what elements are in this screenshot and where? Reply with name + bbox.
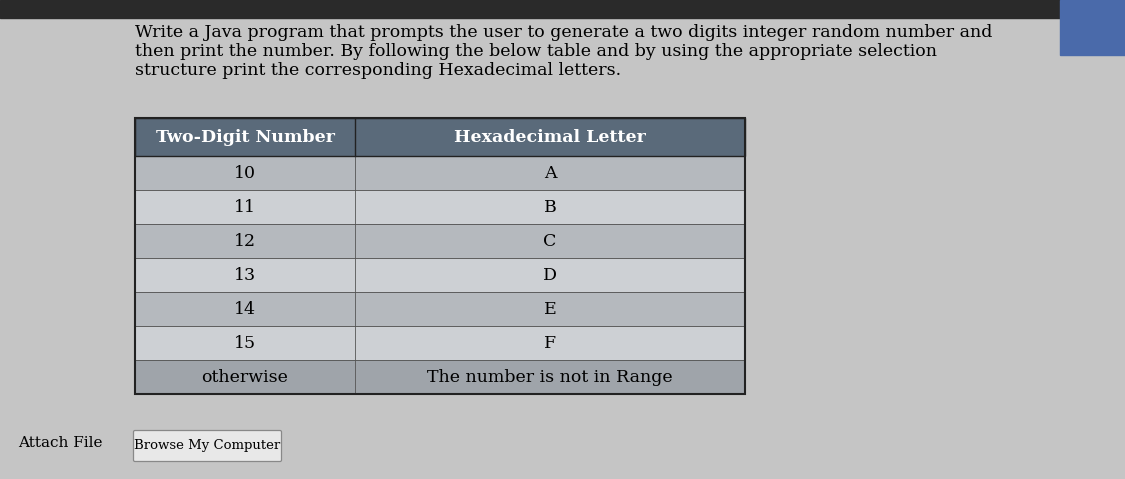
Text: Two-Digit Number: Two-Digit Number: [155, 128, 334, 146]
Bar: [135, 156, 745, 190]
Text: 15: 15: [234, 334, 256, 352]
Bar: [135, 190, 745, 224]
Text: E: E: [543, 300, 557, 318]
Text: otherwise: otherwise: [201, 368, 288, 386]
Text: 14: 14: [234, 300, 256, 318]
Text: 13: 13: [234, 266, 256, 284]
Bar: [135, 118, 745, 156]
Text: 10: 10: [234, 164, 256, 182]
Text: F: F: [544, 334, 556, 352]
Bar: [135, 292, 745, 326]
Text: B: B: [543, 198, 557, 216]
Bar: [1060, 0, 1125, 55]
Text: structure print the corresponding Hexadecimal letters.: structure print the corresponding Hexade…: [135, 62, 621, 79]
Bar: [135, 224, 745, 258]
Text: Hexadecimal Letter: Hexadecimal Letter: [455, 128, 646, 146]
Text: D: D: [543, 266, 557, 284]
Bar: [0, 0, 1125, 18]
Text: Write a Java program that prompts the user to generate a two digits integer rand: Write a Java program that prompts the us…: [135, 24, 992, 41]
Text: A: A: [543, 164, 556, 182]
Bar: [135, 326, 745, 360]
Text: then print the number. By following the below table and by using the appropriate: then print the number. By following the …: [135, 43, 937, 60]
Text: Attach File: Attach File: [18, 436, 102, 450]
FancyBboxPatch shape: [134, 431, 281, 461]
Bar: [135, 118, 745, 394]
Bar: [135, 258, 745, 292]
Text: The number is not in Range: The number is not in Range: [428, 368, 673, 386]
Text: 11: 11: [234, 198, 256, 216]
Bar: [135, 360, 745, 394]
Text: Browse My Computer: Browse My Computer: [134, 440, 280, 453]
Text: C: C: [543, 232, 557, 250]
Text: 12: 12: [234, 232, 256, 250]
